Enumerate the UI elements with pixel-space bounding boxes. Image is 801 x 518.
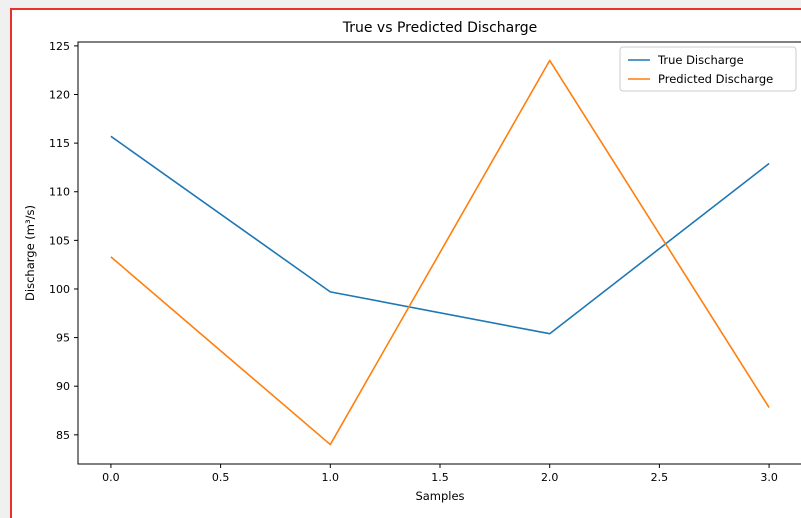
legend-entry: True Discharge bbox=[657, 53, 744, 67]
legend-entry: Predicted Discharge bbox=[658, 72, 773, 86]
x-tick-label: 1.0 bbox=[322, 471, 340, 484]
y-tick-label: 115 bbox=[49, 137, 70, 150]
x-tick-label: 2.5 bbox=[651, 471, 669, 484]
x-tick-label: 2.0 bbox=[541, 471, 559, 484]
series-layer bbox=[110, 59, 770, 446]
y-tick-label: 95 bbox=[56, 332, 70, 345]
legend-box bbox=[619, 46, 797, 92]
y-tick-label: 90 bbox=[56, 380, 70, 393]
y-tick-label: 110 bbox=[49, 186, 70, 199]
plot-frame bbox=[77, 41, 801, 465]
y-tick-label: 85 bbox=[56, 429, 70, 442]
x-tick-label: 1.5 bbox=[431, 471, 449, 484]
y-tick-label: 100 bbox=[49, 283, 70, 296]
line-chart: True vs Predicted Discharge Samples Disc… bbox=[23, 20, 801, 503]
series-line-true-discharge bbox=[110, 135, 770, 335]
tick-layer: 0.0 0.5 1.0 1.5 2.0 2.5 3.0 85 90 95 100 105 110 115 1… bbox=[49, 40, 778, 484]
series-line-predicted-discharge bbox=[110, 59, 770, 446]
y-axis-label: Discharge (m³/s) bbox=[23, 205, 37, 301]
y-tick-label: 105 bbox=[49, 234, 70, 247]
x-tick-label: 0.5 bbox=[212, 471, 230, 484]
figure-frame: True vs Predicted Discharge Samples Disc… bbox=[10, 8, 801, 518]
y-tick-label: 120 bbox=[49, 89, 70, 102]
x-tick-label: 0.0 bbox=[102, 471, 120, 484]
y-tick-label: 125 bbox=[49, 40, 70, 53]
x-axis-label: Samples bbox=[415, 489, 464, 503]
legend: True Discharge Predicted Discharge bbox=[619, 46, 797, 92]
x-tick-label: 3.0 bbox=[760, 471, 778, 484]
chart-title: True vs Predicted Discharge bbox=[342, 20, 538, 36]
